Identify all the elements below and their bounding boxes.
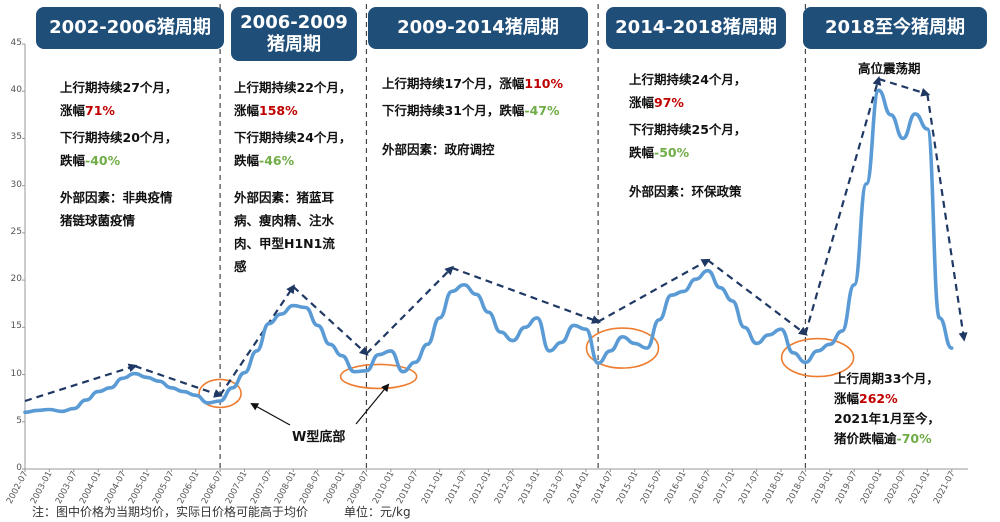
- period-2-factor-3: 肉、甲型H1N1流: [234, 236, 335, 251]
- period-5-up-rise-value: 262%: [859, 391, 898, 406]
- period-4-up-rise-value: 97%: [654, 95, 684, 110]
- y-tick-label: 45: [10, 38, 22, 48]
- period-3-down: 下行期持续31个月，跌幅-47%: [382, 99, 563, 122]
- period-3-stats: 上行期持续17个月，涨幅110% 下行期持续31个月，跌幅-47% 外部因素：政…: [382, 72, 563, 161]
- period-4-down-fall-label: 跌幅: [629, 145, 655, 160]
- trend-arrow: [134, 365, 223, 398]
- period-2-title-line-2: 猪周期: [267, 34, 321, 55]
- period-4-up: 上行期持续24个月，: [629, 72, 747, 87]
- y-tick-label: 25: [10, 226, 22, 237]
- period-4-title: 2014-2018猪周期: [606, 7, 786, 49]
- period-2-stats: 上行期持续22个月， 涨幅158% 下行期持续24个月， 跌幅-46% 外部因素…: [234, 76, 351, 278]
- period-5-plateau-label: 高位震荡期: [858, 61, 921, 76]
- period-3-title: 2009-2014猪周期: [368, 7, 588, 49]
- period-1-up: 上行期持续27个月，: [60, 80, 178, 95]
- period-3-up-rise-value: 110%: [524, 76, 564, 91]
- price-line: [23, 88, 954, 415]
- trend-arrows: [24, 76, 968, 403]
- trend-arrow: [926, 93, 968, 342]
- bottom-ellipse: [339, 363, 418, 390]
- period-1-down-fall: 跌幅-40%: [60, 149, 177, 172]
- y-tick-label: 10: [10, 368, 22, 379]
- bottom-ellipse: [780, 337, 855, 378]
- period-5-note-1: 2021年1月至今，: [834, 411, 940, 426]
- period-5-up-rise-label: 涨幅: [834, 391, 860, 406]
- period-2-factor-2: 病、瘦肉精、注水: [234, 213, 335, 228]
- period-2-title: 2006-2009 猪周期: [231, 7, 357, 61]
- period-5-up-rise: 涨幅262%: [834, 389, 940, 409]
- period-2-up: 上行期持续22个月，: [234, 80, 352, 95]
- period-1-factor-1: 外部因素：非典疫情: [60, 190, 173, 205]
- y-tick-label: 35: [10, 132, 22, 143]
- period-5-note-2-value: -70%: [896, 431, 932, 446]
- trend-arrow: [365, 265, 454, 355]
- period-1-title: 2002-2006猪周期: [36, 7, 224, 49]
- period-1-down-fall-label: 跌幅: [60, 153, 86, 168]
- period-3-up-label: 上行期持续17个月，涨幅: [382, 76, 525, 91]
- period-2-down-fall: 跌幅-46%: [234, 149, 351, 172]
- bottom-ellipses: [198, 327, 855, 409]
- period-2-up-rise: 涨幅158%: [234, 99, 351, 122]
- period-1-up-rise-value: 71%: [85, 103, 115, 118]
- trend-arrow: [451, 266, 601, 324]
- period-1-down-fall-value: -40%: [85, 153, 121, 168]
- period-1-down: 下行期持续20个月，: [60, 130, 178, 145]
- period-5-title: 2018至今猪周期: [803, 7, 987, 49]
- period-4-down-fall-value: -50%: [654, 145, 690, 160]
- period-4-stats: 上行期持续24个月， 涨幅97% 下行期持续25个月， 跌幅-50% 外部因素：…: [629, 68, 746, 203]
- footnote-note: 注：图中价格为当期均价，实际日价格可能高于均价: [32, 505, 309, 519]
- y-tick-label: 0: [16, 463, 22, 473]
- period-3-down-fall-value: -47%: [524, 103, 560, 118]
- period-5-note-2-label: 猪价跌幅逾: [834, 431, 897, 446]
- period-4-down: 下行期持续25个月，: [629, 122, 747, 137]
- y-tick-label: 40: [10, 85, 22, 96]
- period-2-up-rise-value: 158%: [259, 103, 298, 118]
- y-tick-label: 20: [10, 274, 22, 285]
- footnote: 注：图中价格为当期均价，实际日价格可能高于均价 单位：元/kg: [32, 503, 411, 520]
- bottom-ellipse: [198, 378, 242, 409]
- period-4-up-rise-label: 涨幅: [629, 95, 655, 110]
- trend-arrow: [597, 258, 711, 323]
- period-5-note-2: 猪价跌幅逾-70%: [834, 429, 940, 449]
- trend-arrow: [707, 259, 808, 336]
- w-bottom-pointers: [250, 383, 390, 426]
- trend-arrow: [219, 284, 295, 396]
- y-tick-label: 5: [16, 415, 22, 426]
- w-bottom-pointer-right: [355, 383, 390, 425]
- period-2-down-fall-label: 跌幅: [234, 153, 260, 168]
- period-3-down-label: 下行期持续31个月，跌幅: [382, 103, 525, 118]
- axes: [22, 43, 968, 472]
- y-tick-label: 30: [10, 179, 22, 190]
- footnote-unit: 单位：元/kg: [344, 505, 411, 519]
- trend-arrow: [292, 285, 369, 356]
- price-series: [23, 88, 954, 415]
- bottom-ellipse: [585, 327, 660, 369]
- period-3-factor-1: 外部因素：政府调控: [382, 142, 495, 157]
- period-2-up-rise-label: 涨幅: [234, 103, 260, 118]
- period-4-up-rise: 涨幅97%: [629, 91, 746, 114]
- trend-arrow: [804, 76, 882, 335]
- period-1-up-rise: 涨幅71%: [60, 99, 177, 122]
- period-4-factor-1: 外部因素：环保政策: [629, 184, 742, 199]
- y-tick-label: 15: [10, 321, 22, 332]
- period-2-title-line-1: 2006-2009: [240, 11, 348, 33]
- period-3-up: 上行期持续17个月，涨幅110%: [382, 72, 563, 95]
- trend-arrow: [878, 77, 931, 97]
- period-2-down: 下行期持续24个月，: [234, 130, 352, 145]
- period-1-factor-2: 猪链球菌疫情: [60, 213, 136, 228]
- period-1-up-rise-label: 涨幅: [60, 103, 86, 118]
- period-2-factor-1: 外部因素：猪蓝耳: [234, 190, 335, 205]
- period-2-down-fall-value: -46%: [259, 153, 295, 168]
- period-4-down-fall: 跌幅-50%: [629, 141, 746, 164]
- w-bottom-pointer-left: [250, 403, 291, 426]
- w-bottom-label: W型底部: [292, 430, 346, 445]
- period-5-up: 上行周期33个月，: [834, 371, 939, 386]
- period-1-stats: 上行期持续27个月， 涨幅71% 下行期持续20个月， 跌幅-40% 外部因素：…: [60, 76, 177, 232]
- period-2-factor-4: 感: [234, 259, 247, 274]
- period-5-stats: 上行周期33个月， 涨幅262% 2021年1月至今， 猪价跌幅逾-70%: [834, 369, 940, 449]
